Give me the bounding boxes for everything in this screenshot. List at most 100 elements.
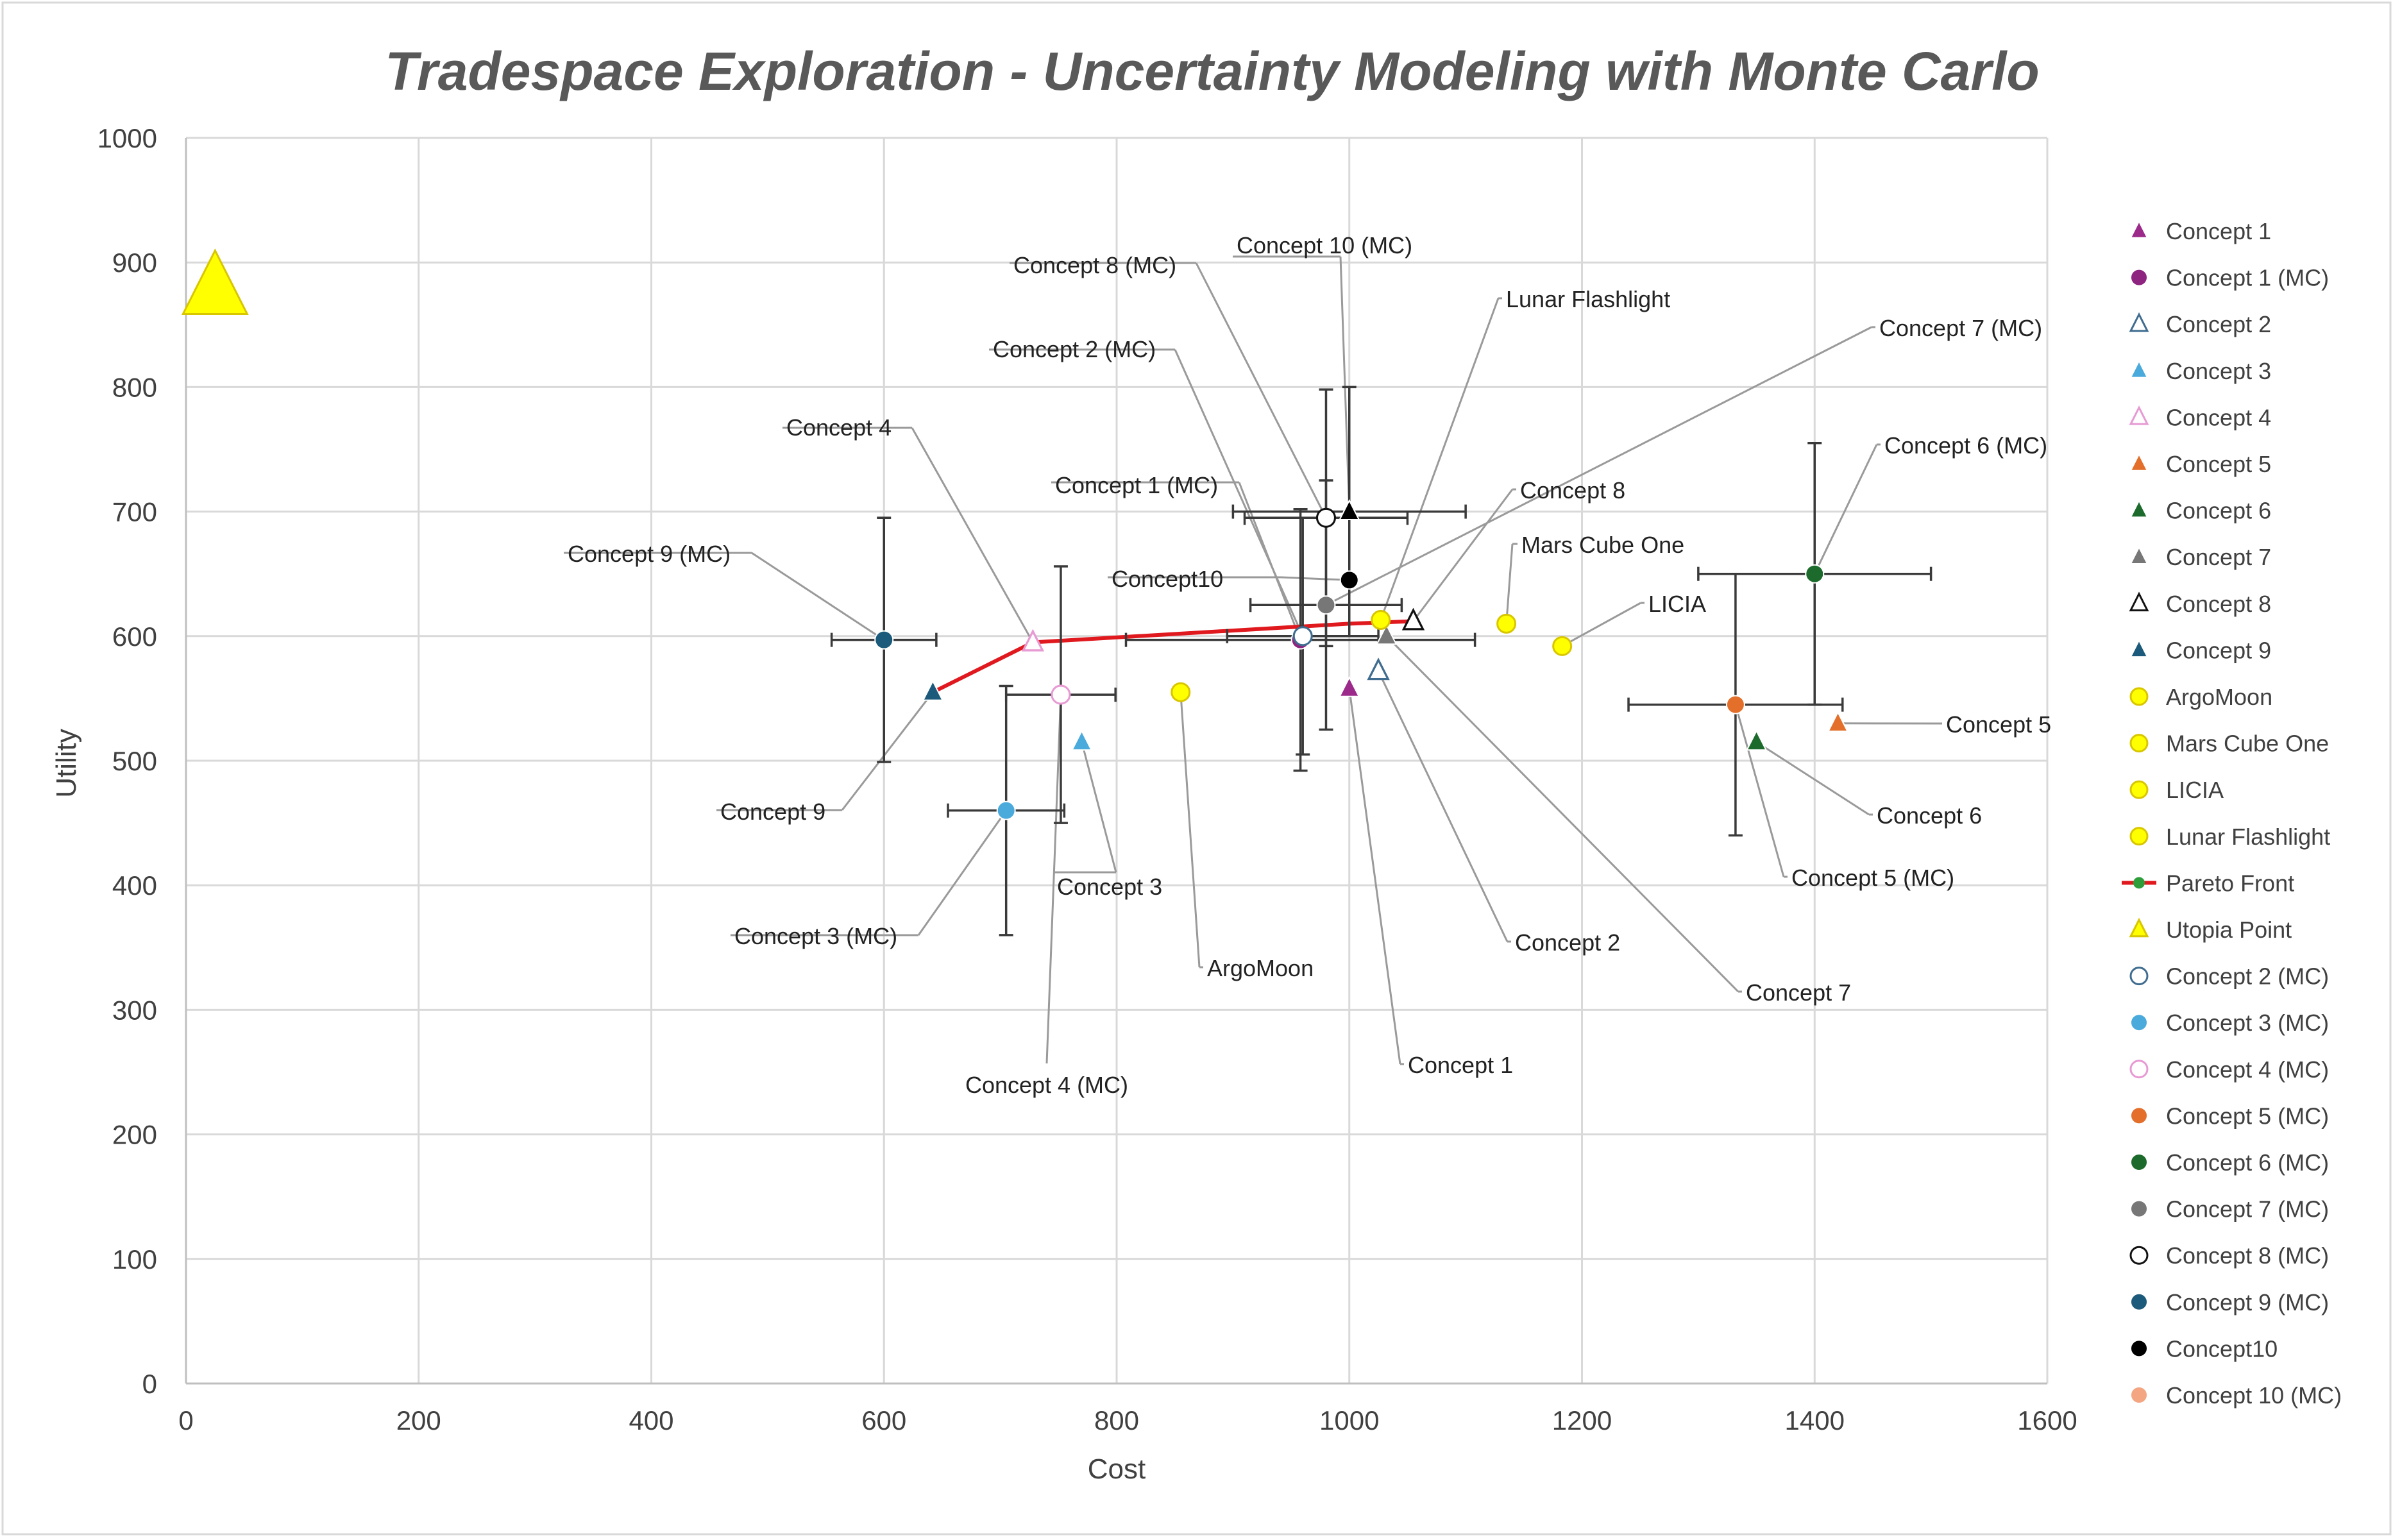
legend-label: Concept 7 [2166,544,2271,570]
annotation-concept-9: Concept 9 [720,799,825,825]
legend-swatch [2131,1294,2147,1310]
annotation-concept-3-mc: Concept 3 (MC) [734,923,897,949]
annotation-concept-8-mc: Concept 8 (MC) [1013,252,1176,278]
marker-licia [1553,637,1571,655]
y-tick-label: 800 [112,372,157,402]
legend-label: Concept 5 [2166,451,2271,477]
annotation-concept10: Concept10 [1112,566,1223,592]
legend-swatch [2131,1061,2147,1078]
x-tick-label: 0 [178,1405,193,1435]
marker-lunar-flashlight [1372,611,1390,629]
legend-swatch [2131,1154,2147,1171]
legend-label: ArgoMoon [2166,684,2272,710]
legend-label: Concept 2 (MC) [2166,963,2329,990]
marker-concept-2-mc [1294,627,1312,645]
legend-label: Concept 4 (MC) [2166,1056,2329,1083]
legend-label: Lunar Flashlight [2166,824,2330,850]
annotation-concept-3: Concept 3 [1057,874,1162,900]
marker-concept-6-mc [1805,565,1823,583]
annotation-concept-6: Concept 6 [1877,802,1982,829]
marker-concept10 [1340,571,1358,589]
y-tick-label: 500 [112,746,157,776]
legend-swatch [2131,269,2147,286]
legend-label: Pareto Front [2166,870,2294,896]
legend-swatch [2131,1201,2147,1217]
y-tick-label: 700 [112,497,157,527]
marker-argomoon [1172,683,1190,701]
marker-concept-4-mc [1052,686,1070,704]
legend-swatch [2131,1387,2147,1403]
annotation-concept-7: Concept 7 [1746,979,1851,1006]
marker-concept-3-mc [997,802,1015,820]
annotation-lunar-flashlight: Lunar Flashlight [1506,286,1670,312]
y-tick-label: 0 [142,1369,157,1399]
legend-label: Concept 1 [2166,218,2271,244]
legend-swatch [2131,781,2147,798]
marker-concept-8-mc [1317,509,1335,527]
y-tick-label: 200 [112,1120,157,1150]
marker-concept-9-mc [875,631,893,649]
legend-label: LICIA [2166,777,2224,803]
y-tick-label: 100 [112,1244,157,1274]
annotation-concept-2-mc: Concept 2 (MC) [993,336,1156,362]
annotation-concept-1-mc: Concept 1 (MC) [1055,472,1218,498]
marker-concept-5-mc [1727,696,1745,714]
x-tick-label: 600 [861,1405,906,1435]
annotation-concept-7-mc: Concept 7 (MC) [1879,315,2042,341]
legend-swatch-dot [2133,877,2145,888]
y-tick-label: 600 [112,622,157,652]
annotation-concept-1: Concept 1 [1408,1052,1513,1078]
legend-label: Concept 9 (MC) [2166,1289,2329,1316]
x-tick-label: 200 [396,1405,441,1435]
annotation-concept-4-mc: Concept 4 (MC) [965,1072,1128,1098]
annotation-concept-6-mc: Concept 6 (MC) [1884,432,2047,459]
annotation-concept-5-mc: Concept 5 (MC) [1791,865,1954,891]
annotation-concept-2: Concept 2 [1515,929,1620,956]
legend-label: Utopia Point [2166,917,2292,943]
annotation-concept-4: Concept 4 [786,414,892,441]
legend-swatch [2131,1014,2147,1031]
annotation-concept-9-mc: Concept 9 (MC) [568,541,731,567]
annotation-licia: LICIA [1648,591,1706,617]
legend-label: Concept 5 (MC) [2166,1103,2329,1129]
annotation-concept-8: Concept 8 [1520,477,1625,503]
legend-label: Concept 10 (MC) [2166,1382,2342,1409]
legend-swatch [2131,968,2147,985]
x-tick-label: 1400 [1785,1405,1845,1435]
marker-mars-cube-one [1498,614,1516,632]
y-tick-label: 900 [112,248,157,278]
x-tick-label: 400 [629,1405,673,1435]
legend-label: Concept 3 [2166,358,2271,384]
legend-label: Concept 7 (MC) [2166,1196,2329,1223]
legend-swatch [2131,1340,2147,1357]
x-tick-label: 1600 [2017,1405,2077,1435]
legend-swatch [2131,828,2147,845]
y-tick-label: 400 [112,870,157,901]
legend-label: Concept 6 [2166,498,2271,524]
annotation-argomoon: ArgoMoon [1207,955,1314,981]
y-axis-title: Utility [51,729,82,798]
legend-swatch [2131,735,2147,752]
legend-label: Concept 3 (MC) [2166,1010,2329,1036]
legend-label: Concept 2 [2166,311,2271,337]
legend-label: Concept 6 (MC) [2166,1149,2329,1176]
legend-swatch [2131,1247,2147,1264]
annotation-concept-5: Concept 5 [1946,711,2051,738]
x-axis-title: Cost [1088,1453,1146,1485]
annotation-mars-cube-one: Mars Cube One [1521,532,1684,558]
x-tick-label: 1200 [1552,1405,1612,1435]
x-tick-label: 1000 [1319,1405,1379,1435]
legend-label: Concept10 [2166,1335,2278,1362]
legend-label: Mars Cube One [2166,731,2329,757]
legend-label: Concept 4 [2166,404,2271,430]
y-tick-label: 300 [112,995,157,1025]
chart-title: Tradespace Exploration - Uncertainty Mod… [385,41,2039,101]
legend-label: Concept 9 [2166,637,2271,663]
legend-label: Concept 1 (MC) [2166,265,2329,291]
chart-area-border [3,3,2390,1534]
x-tick-label: 800 [1094,1405,1139,1435]
y-tick-label: 1000 [97,123,157,153]
legend-swatch [2131,1107,2147,1124]
